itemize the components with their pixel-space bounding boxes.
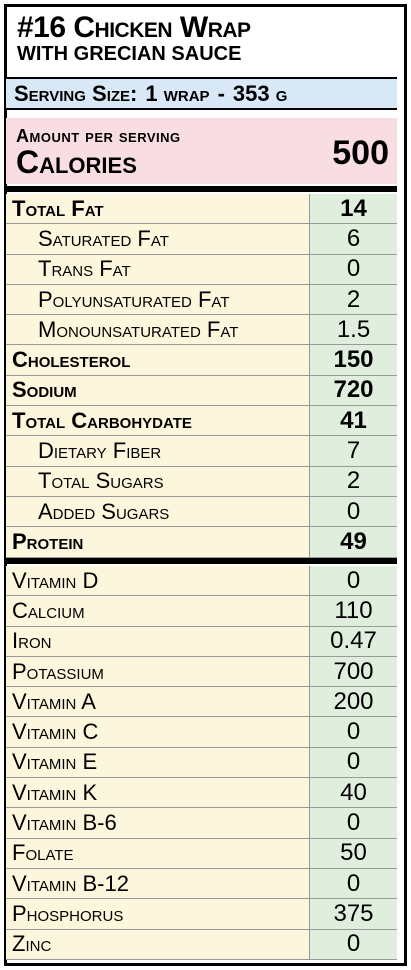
nutrient-value: 1.5 [309,315,397,345]
micro-row-vitamin-b-12: Vitamin B-12 0 [6,868,397,900]
nutrient-value: 0.47 [309,626,397,656]
macro-row-cholesterol: Cholesterol 150 [6,345,397,376]
nutrient-label: Trans Fat [6,254,309,284]
title-block: #16 Chicken Wrap WITH GRECIAN SAUCE [17,11,397,65]
micro-row-vitamin-a: Vitamin A 200 [6,687,397,718]
nutrient-label: Calcium [6,596,309,626]
macro-row-added-sugars: Added Sugars 0 [6,496,397,528]
amount-per-serving-label: Amount per serving [16,126,181,146]
serving-amount: 1 wrap [145,80,210,106]
nutrient-label: Vitamin B-6 [6,808,309,838]
micro-row-zinc: Zinc 0 [6,929,397,960]
nutrient-label: Total Carbohydate [6,406,309,436]
macro-row-polyunsaturated-fat: Polyunsaturated Fat 2 [6,284,397,316]
nutrient-label: Protein [6,527,309,557]
nutrient-value: 0 [309,254,397,284]
nutrient-label: Potassium [6,656,309,687]
thick-divider-middle [6,558,397,564]
macro-row-saturated-fat: Saturated Fat 6 [6,224,397,255]
nutrient-label: Monounsaturated Fat [6,315,309,345]
serving-weight: 353 g [232,80,288,106]
nutrient-label: Added Sugars [6,496,309,527]
nutrient-label: Total Sugars [6,466,309,496]
nutrient-label: Folate [6,838,309,868]
micro-nutrient-list: Vitamin D 0 Calcium 110 Iron 0.47 Potassium 700… [6,566,397,960]
serving-size-bar: Serving Size: 1 wrap - 353 g [6,77,397,110]
nutrient-value: 150 [309,345,397,375]
nutrient-label: Vitamin B-12 [6,868,309,899]
nutrient-value: 0 [309,808,397,838]
nutrient-value: 720 [309,375,397,406]
nutrient-value: 0 [309,747,397,778]
serving-label: Serving Size: [14,80,138,106]
macro-row-sodium: Sodium 720 [6,375,397,407]
product-subtitle: WITH GRECIAN SAUCE [17,43,242,65]
nutrient-value: 0 [309,496,397,527]
nutrient-label: Zinc [6,929,309,959]
micro-row-vitamin-b-6: Vitamin B-6 0 [6,808,397,839]
macro-nutrient-list: Total Fat 14 Saturated Fat 6 Trans Fat 0 Polyu… [6,194,397,558]
nutrient-value: 0 [309,929,397,959]
serving-separator: - [217,80,225,106]
nutrient-value: 0 [309,717,397,747]
nutrient-value: 49 [309,527,397,557]
nutrient-label: Vitamin D [6,566,309,596]
micro-row-folate: Folate 50 [6,838,397,869]
nutrient-value: 14 [309,194,397,224]
nutrient-value: 2 [309,466,397,496]
nutrient-label: Polyunsaturated Fat [6,284,309,315]
nutrient-value: 40 [309,778,397,808]
macro-row-total-carbohydate: Total Carbohydate 41 [6,406,397,437]
macro-row-total-fat: Total Fat 14 [6,194,397,225]
micro-row-potassium: Potassium 700 [6,656,397,688]
macro-row-monounsaturated-fat: Monounsaturated Fat 1.5 [6,315,397,346]
nutrient-label: Saturated Fat [6,224,309,254]
nutrient-value: 41 [309,406,397,436]
nutrient-value: 110 [309,596,397,626]
nutrient-label: Vitamin A [6,687,309,717]
micro-row-vitamin-k: Vitamin K 40 [6,778,397,809]
micro-row-calcium: Calcium 110 [6,596,397,627]
calories-value: 500 [332,134,389,172]
product-title: #16 Chicken Wrap [17,11,251,44]
nutrient-value: 0 [309,566,397,596]
nutrient-label: Vitamin E [6,747,309,778]
nutrient-label: Sodium [6,375,309,406]
nutrient-value: 50 [309,838,397,868]
thick-divider-top [6,186,397,192]
nutrient-label: Vitamin C [6,717,309,747]
nutrient-value: 0 [309,868,397,899]
macro-row-trans-fat: Trans Fat 0 [6,254,397,285]
nutrient-label: Vitamin K [6,778,309,808]
nutrient-label: Total Fat [6,194,309,224]
nutrient-value: 7 [309,436,397,466]
nutrient-label: Dietary Fiber [6,436,309,466]
nutrient-value: 2 [309,284,397,315]
macro-row-dietary-fiber: Dietary Fiber 7 [6,436,397,467]
nutrient-label: Phosphorus [6,899,309,929]
macro-row-protein: Protein 49 [6,527,397,558]
nutrient-label: Iron [6,626,309,656]
micro-row-phosphorus: Phosphorus 375 [6,899,397,930]
micro-row-iron: Iron 0.47 [6,626,397,657]
macro-row-total-sugars: Total Sugars 2 [6,466,397,497]
nutrient-value: 700 [309,656,397,687]
nutrient-value: 375 [309,899,397,929]
nutrient-value: 6 [309,224,397,254]
nutrient-value: 200 [309,687,397,717]
calories-block: Amount per serving Calories 500 [6,118,397,184]
nutrient-label: Cholesterol [6,345,309,375]
calories-label: Calories [16,144,137,180]
